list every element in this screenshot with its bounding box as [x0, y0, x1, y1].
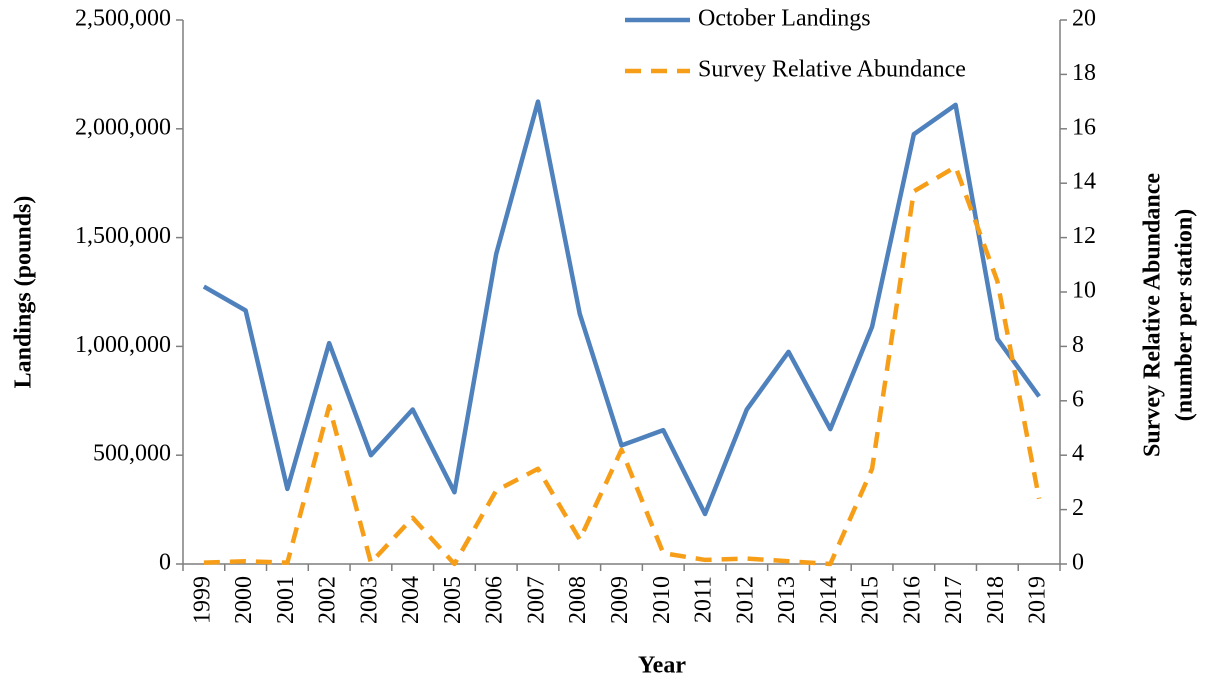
- series-line: [203, 164, 1042, 567]
- x-tick-label: 2007: [523, 576, 549, 624]
- series-line: [202, 99, 1041, 517]
- x-tick-label: 2010: [649, 576, 675, 624]
- y2-tick-label: 12: [1072, 223, 1096, 249]
- x-tick-label: 2012: [732, 576, 758, 624]
- x-tick-label: 2008: [565, 576, 591, 624]
- x-tick-label: 2016: [899, 576, 925, 624]
- x-tick-label: 2005: [440, 576, 466, 624]
- y2-tick-label: 2: [1072, 495, 1084, 521]
- x-tick-label: 2004: [398, 576, 424, 624]
- x-tick-label: 2015: [858, 576, 884, 624]
- y2-tick-label: 10: [1072, 278, 1096, 304]
- x-axis-label: Year: [638, 653, 686, 679]
- y2-axis-label: (number per station): [1172, 209, 1198, 421]
- x-tick-label: 2011: [691, 576, 717, 623]
- x-tick-label: 2013: [774, 576, 800, 624]
- y2-tick-label: 6: [1072, 386, 1084, 412]
- y2-tick-label: 14: [1072, 169, 1096, 195]
- y2-tick-label: 20: [1072, 6, 1096, 32]
- x-tick-label: 2003: [356, 576, 382, 624]
- y-tick-label: 1,500,000: [75, 223, 171, 249]
- y-tick-label: 0: [159, 550, 171, 576]
- y-tick-label: 1,000,000: [75, 332, 171, 358]
- x-tick-label: 2009: [607, 576, 633, 624]
- y2-tick-label: 4: [1072, 441, 1084, 467]
- y2-tick-label: 0: [1072, 550, 1084, 576]
- x-tick-label: 2014: [816, 576, 842, 624]
- y2-tick-label: 8: [1072, 332, 1084, 358]
- y-axis-label: Landings (pounds): [11, 196, 37, 389]
- x-tick-label: 2001: [273, 576, 299, 624]
- x-tick-label: 2017: [941, 576, 967, 624]
- y2-tick-label: 16: [1072, 114, 1096, 140]
- y-tick-label: 500,000: [93, 441, 171, 467]
- y-tick-label: 2,000,000: [75, 114, 171, 140]
- legend-label: October Landings: [698, 6, 871, 32]
- y2-axis-label: Survey Relative Abundance: [1140, 173, 1166, 457]
- x-tick-label: 2019: [1025, 576, 1051, 624]
- x-tick-label: 2018: [983, 576, 1009, 624]
- x-tick-label: 1999: [189, 576, 215, 624]
- x-tick-label: 2000: [231, 576, 257, 624]
- x-tick-label: 2002: [315, 576, 341, 624]
- y-tick-label: 2,500,000: [75, 6, 171, 32]
- y2-tick-label: 18: [1072, 60, 1096, 86]
- legend-label: Survey Relative Abundance: [698, 57, 966, 83]
- x-tick-label: 2006: [482, 576, 508, 624]
